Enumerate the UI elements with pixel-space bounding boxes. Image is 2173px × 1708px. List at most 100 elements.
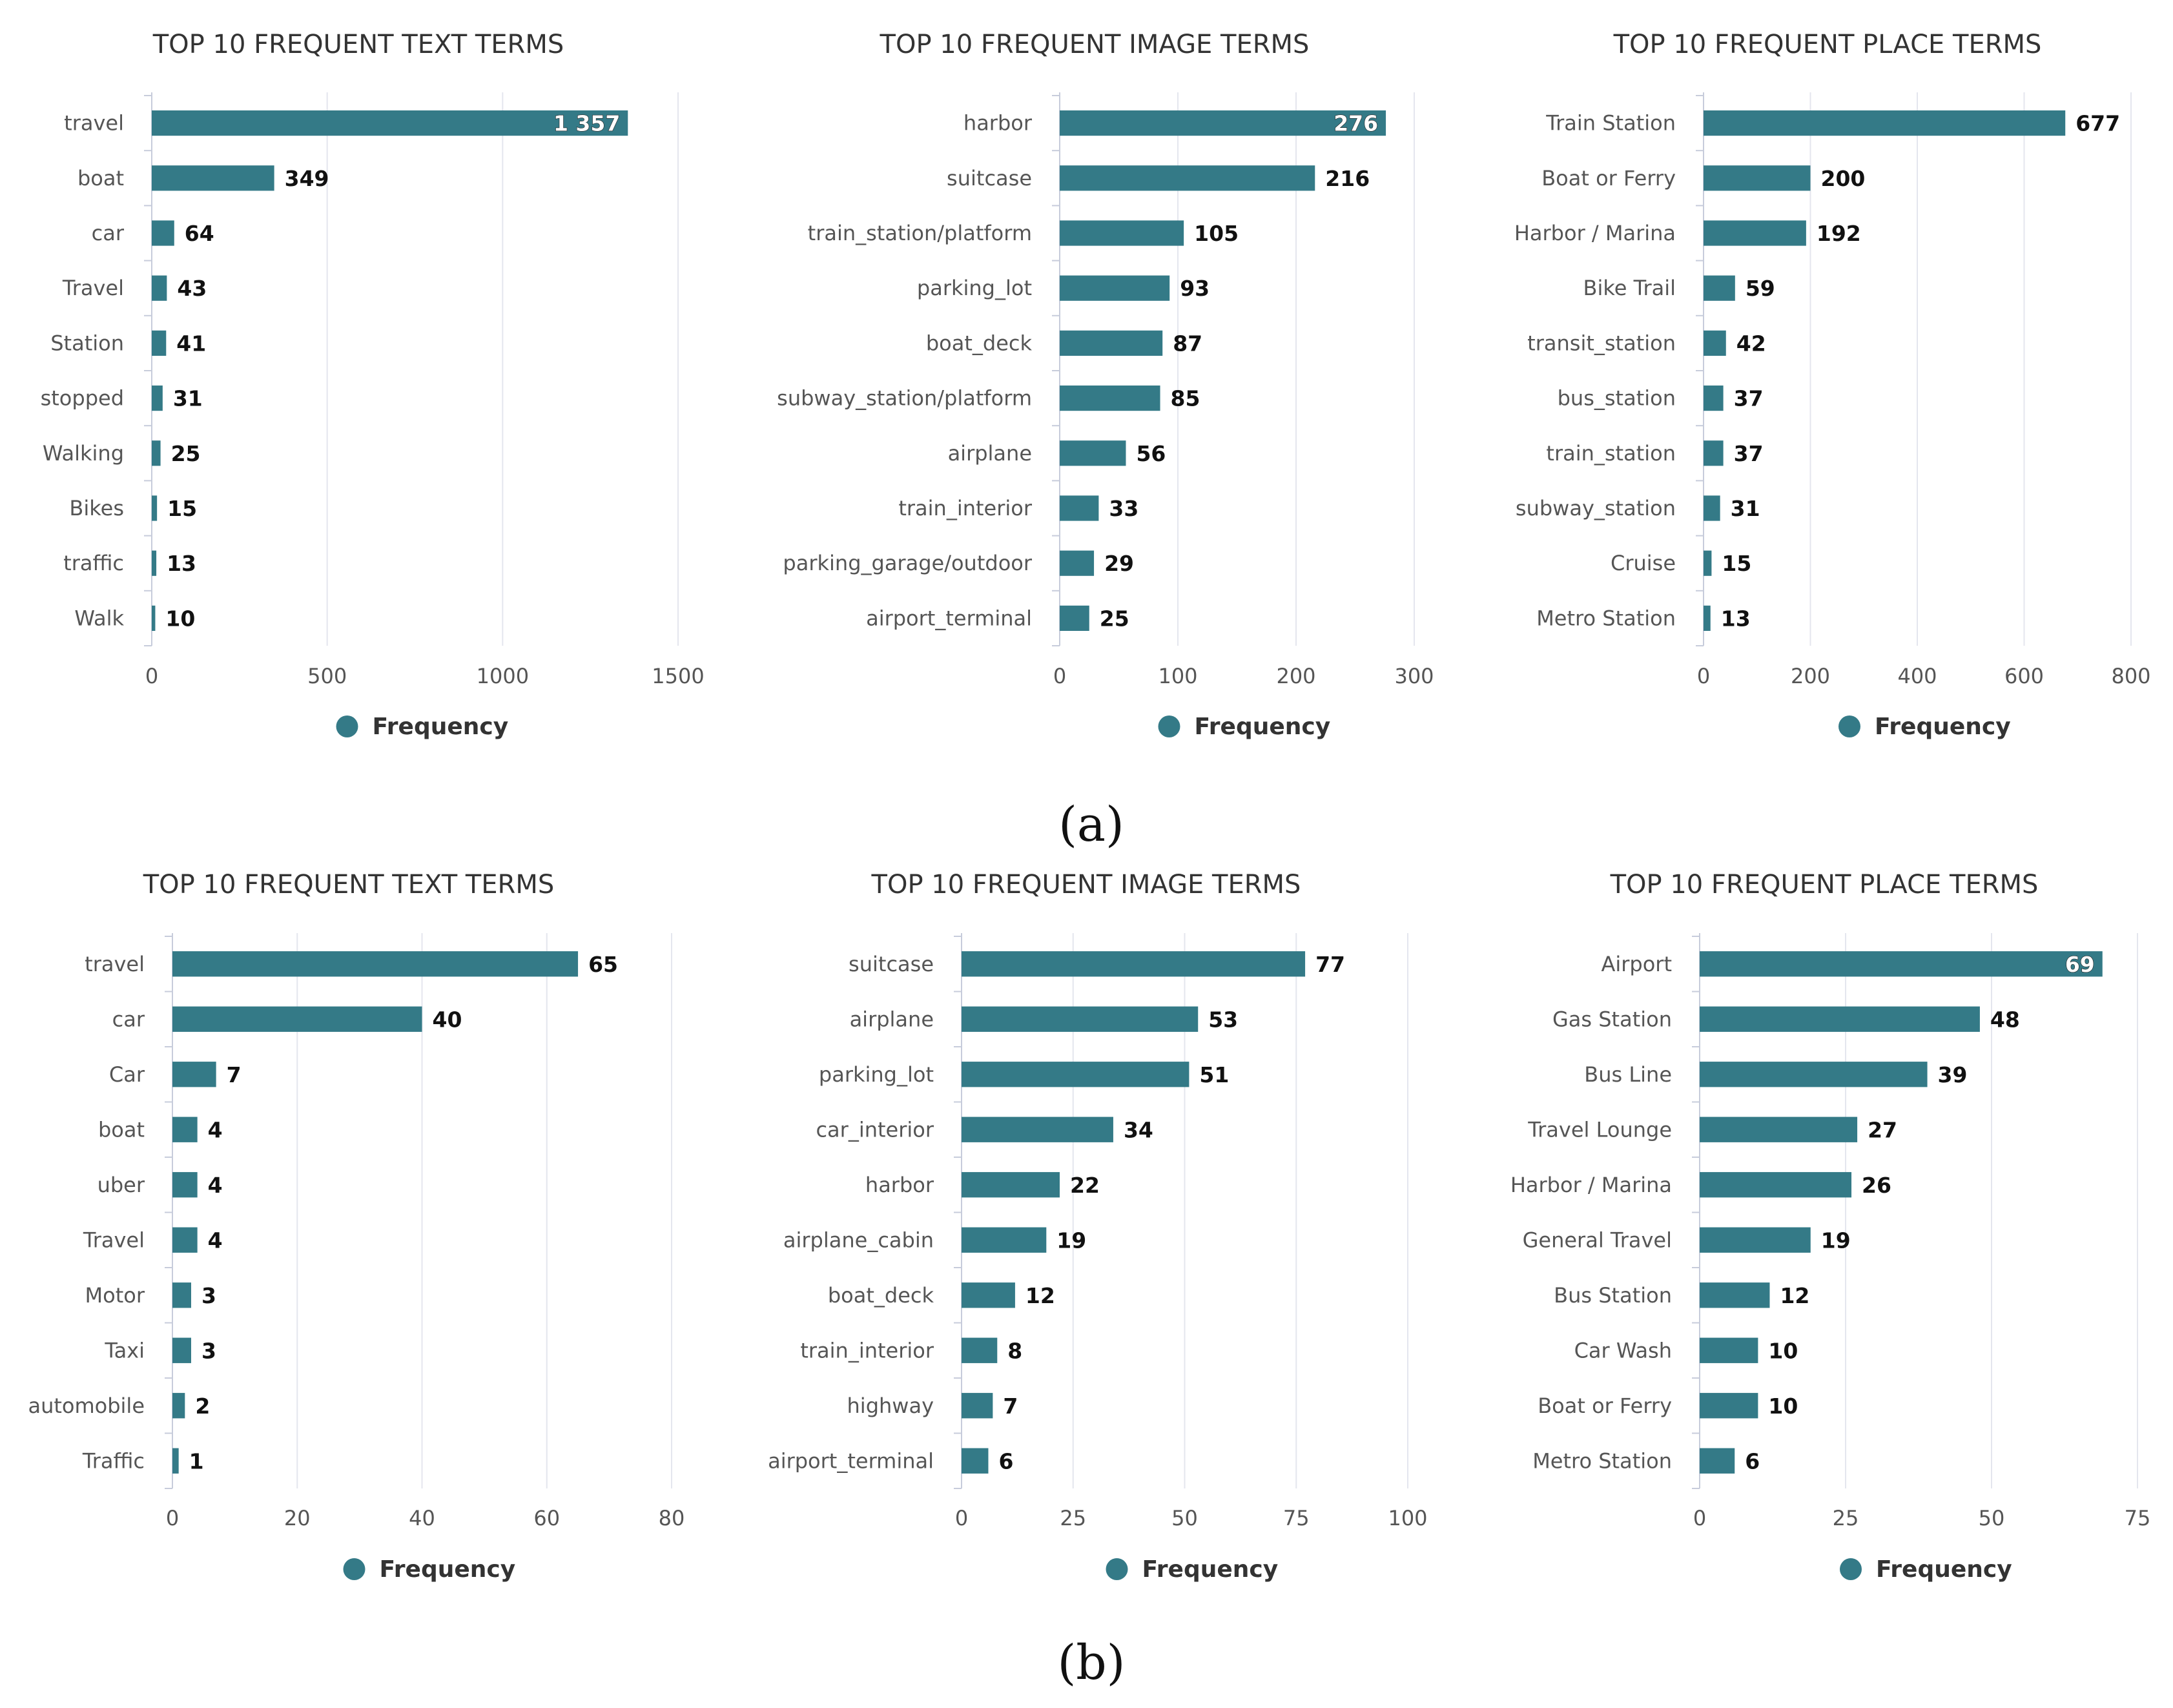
data-label: 15 xyxy=(1722,551,1751,576)
data-label: 4 xyxy=(208,1173,223,1198)
category-label: boat_deck xyxy=(926,331,1033,355)
bar-airplane-cabin xyxy=(962,1227,1047,1253)
data-label: 276 xyxy=(1334,111,1378,136)
bar-suitcase xyxy=(1060,165,1315,191)
category-label: Travel xyxy=(83,1228,145,1252)
bar-airport xyxy=(1700,951,2103,977)
legend-marker xyxy=(1106,1558,1128,1580)
category-label: subway_station/platform xyxy=(777,386,1032,411)
data-label: 34 xyxy=(1124,1117,1153,1142)
bar-train-interior xyxy=(1060,495,1099,521)
x-tick-label: 400 xyxy=(1897,664,1937,688)
x-tick-label: 25 xyxy=(1833,1506,1859,1530)
bar-bus-station xyxy=(1700,1282,1770,1308)
category-label: Traffic xyxy=(82,1448,145,1473)
data-label: 105 xyxy=(1194,221,1239,246)
bar-boat xyxy=(152,165,274,191)
data-label: 19 xyxy=(1056,1228,1086,1253)
data-label: 85 xyxy=(1171,386,1200,411)
x-tick-label: 800 xyxy=(2111,664,2150,688)
x-tick-label: 20 xyxy=(284,1506,311,1530)
x-tick-label: 300 xyxy=(1394,664,1434,688)
bar-taxi xyxy=(172,1337,191,1363)
category-label: Station xyxy=(50,331,124,355)
bar-uber xyxy=(172,1172,198,1198)
data-label: 25 xyxy=(171,441,201,466)
data-label: 1 xyxy=(189,1448,204,1474)
category-label: travel xyxy=(64,111,124,136)
data-label: 37 xyxy=(1734,441,1764,466)
data-label: 3 xyxy=(201,1338,216,1363)
x-tick-label: 40 xyxy=(409,1506,435,1530)
data-label: 8 xyxy=(1007,1338,1022,1363)
data-label: 13 xyxy=(167,551,196,576)
bar-harbor-marina xyxy=(1704,220,1806,246)
subfigure-label-b: (b) xyxy=(1057,1635,1125,1691)
x-tick-label: 50 xyxy=(1171,1506,1198,1530)
x-tick-label: 200 xyxy=(1276,664,1315,688)
bar-subway-station xyxy=(1704,495,1720,521)
bar-bikes xyxy=(152,495,158,521)
x-tick-label: 80 xyxy=(659,1506,685,1530)
bar-parking-garage-outdoor xyxy=(1060,550,1095,576)
category-label: train_station/platform xyxy=(808,221,1032,245)
x-tick-label: 75 xyxy=(1283,1506,1310,1530)
data-label: 37 xyxy=(1734,386,1764,411)
x-tick-label: 100 xyxy=(1158,664,1197,688)
bar-travel xyxy=(152,110,628,136)
x-tick-label: 600 xyxy=(2004,664,2044,688)
chart-title: TOP 10 FREQUENT IMAGE TERMS xyxy=(880,30,1310,59)
data-label: 12 xyxy=(1780,1283,1809,1308)
x-tick-label: 75 xyxy=(2125,1506,2151,1530)
data-label: 56 xyxy=(1136,441,1166,466)
bar-car-wash xyxy=(1700,1337,1758,1363)
bar-transit-station xyxy=(1704,330,1726,356)
data-label: 15 xyxy=(167,496,197,521)
category-label: airplane xyxy=(850,1007,934,1031)
x-tick-label: 1500 xyxy=(652,664,704,688)
x-tick-label: 60 xyxy=(533,1506,560,1530)
bar-traffic xyxy=(152,550,157,576)
data-label: 12 xyxy=(1025,1283,1055,1308)
bar-boat-or-ferry xyxy=(1704,165,1811,191)
category-label: travel xyxy=(85,952,145,976)
category-label: train_station xyxy=(1546,441,1676,466)
data-label: 87 xyxy=(1173,331,1202,356)
data-label: 43 xyxy=(177,276,207,301)
legend-label: Frequency xyxy=(373,714,509,740)
bar-motor xyxy=(172,1282,191,1308)
bar-airport-terminal xyxy=(962,1448,989,1474)
category-label: suitcase xyxy=(947,166,1032,190)
legend-marker xyxy=(343,1558,366,1580)
bar-harbor xyxy=(962,1172,1060,1198)
data-label: 59 xyxy=(1746,276,1775,301)
data-label: 41 xyxy=(176,331,206,356)
category-label: Bus Station xyxy=(1554,1283,1672,1308)
legend-label: Frequency xyxy=(1142,1556,1279,1583)
x-tick-label: 0 xyxy=(145,664,158,688)
category-label: parking_garage/outdoor xyxy=(783,551,1032,575)
bar-airport-terminal xyxy=(1060,605,1089,631)
x-tick-label: 200 xyxy=(1791,664,1830,688)
category-label: boat xyxy=(77,166,124,190)
bar-walk xyxy=(152,605,156,631)
data-label: 4 xyxy=(208,1228,223,1253)
legend-marker xyxy=(1158,715,1180,737)
bar-bus-line xyxy=(1700,1062,1928,1087)
bar-automobile xyxy=(172,1393,185,1419)
category-label: parking_lot xyxy=(917,276,1032,300)
data-label: 42 xyxy=(1736,331,1766,356)
chart-title: TOP 10 FREQUENT PLACE TERMS xyxy=(1610,870,2039,900)
legend-label: Frequency xyxy=(1876,1556,2012,1583)
data-label: 4 xyxy=(208,1117,223,1142)
category-label: Taxi xyxy=(104,1338,145,1363)
category-label: Metro Station xyxy=(1536,606,1676,630)
category-label: airport_terminal xyxy=(866,606,1032,630)
category-label: Travel xyxy=(62,276,124,300)
category-label: Travel Lounge xyxy=(1527,1117,1672,1142)
x-tick-label: 1000 xyxy=(477,664,529,688)
bar-travel-lounge xyxy=(1700,1116,1858,1142)
chart-title: TOP 10 FREQUENT IMAGE TERMS xyxy=(871,870,1301,900)
bar-traffic xyxy=(172,1448,179,1474)
data-label: 10 xyxy=(1768,1338,1798,1363)
